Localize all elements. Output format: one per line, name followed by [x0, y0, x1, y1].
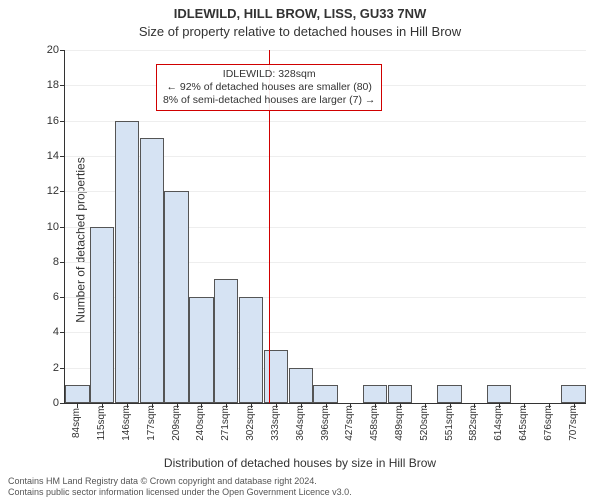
bar [140, 138, 164, 403]
x-tick-label: 364sqm [295, 405, 306, 441]
x-tick-label: 551sqm [444, 405, 455, 441]
bar [164, 191, 188, 403]
y-tick-label: 20 [47, 44, 65, 56]
x-tick-label: 333sqm [270, 405, 281, 441]
annotation-box: IDLEWILD: 328sqm← 92% of detached houses… [156, 64, 382, 111]
footer-line-1: Contains HM Land Registry data © Crown c… [8, 476, 352, 487]
y-tick-label: 14 [47, 150, 65, 162]
footer-attribution: Contains HM Land Registry data © Crown c… [8, 476, 352, 498]
bar [189, 297, 213, 403]
bar [487, 385, 511, 403]
y-tick-label: 0 [53, 397, 65, 409]
bar [264, 350, 288, 403]
y-tick-label: 2 [53, 362, 65, 374]
annotation-line-1: IDLEWILD: 328sqm [163, 68, 375, 81]
x-tick-label: 177sqm [146, 405, 157, 441]
x-tick-label: 520sqm [419, 405, 430, 441]
x-tick-label: 707sqm [568, 405, 579, 441]
x-tick-label: 676sqm [543, 405, 554, 441]
bar [437, 385, 461, 403]
x-tick-label: 614sqm [493, 405, 504, 441]
y-tick-label: 6 [53, 291, 65, 303]
x-tick-label: 84sqm [71, 408, 82, 438]
x-axis-label: Distribution of detached houses by size … [0, 456, 600, 470]
bar [363, 385, 387, 403]
bar [90, 227, 114, 404]
x-tick-label: 645sqm [518, 405, 529, 441]
chart-title-main: IDLEWILD, HILL BROW, LISS, GU33 7NW [0, 6, 600, 21]
plot-area: 0246810121416182084sqm115sqm146sqm177sqm… [64, 50, 586, 404]
bar [115, 121, 139, 403]
y-tick-label: 12 [47, 185, 65, 197]
x-tick-label: 427sqm [344, 405, 355, 441]
y-tick-label: 18 [47, 79, 65, 91]
x-tick-label: 396sqm [320, 405, 331, 441]
x-tick-label: 271sqm [220, 405, 231, 441]
x-tick-label: 582sqm [468, 405, 479, 441]
y-tick-label: 10 [47, 221, 65, 233]
y-tick-label: 16 [47, 115, 65, 127]
y-tick-label: 4 [53, 326, 65, 338]
x-tick-label: 240sqm [195, 405, 206, 441]
bar [561, 385, 585, 403]
bar [65, 385, 89, 403]
chart-title-sub: Size of property relative to detached ho… [0, 24, 600, 39]
y-tick-label: 8 [53, 256, 65, 268]
x-tick-label: 115sqm [96, 406, 107, 441]
x-tick-label: 489sqm [394, 405, 405, 441]
x-tick-label: 302sqm [245, 405, 256, 441]
x-tick-label: 146sqm [121, 405, 132, 441]
bar [388, 385, 412, 403]
x-tick-label: 209sqm [171, 405, 182, 441]
bar [313, 385, 337, 403]
bar [239, 297, 263, 403]
annotation-line-3: 8% of semi-detached houses are larger (7… [163, 94, 375, 107]
bar [289, 368, 313, 403]
annotation-line-2: ← 92% of detached houses are smaller (80… [163, 81, 375, 94]
x-tick-label: 458sqm [369, 405, 380, 441]
bar [214, 279, 238, 403]
footer-line-2: Contains public sector information licen… [8, 487, 352, 498]
